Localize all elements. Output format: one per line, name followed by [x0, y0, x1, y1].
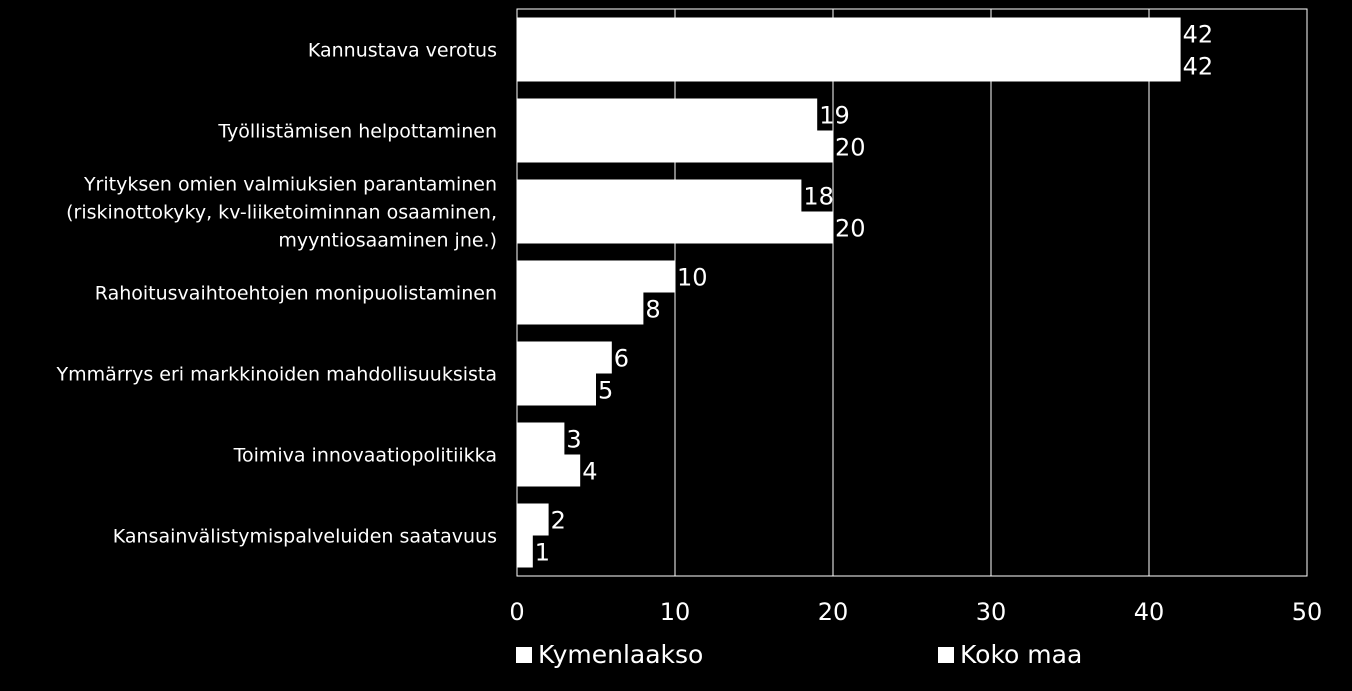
x-tick-label: 20 — [818, 598, 849, 626]
legend-swatch-series-1 — [516, 646, 532, 663]
legend-item-series-1: Kymenlaakso — [516, 640, 703, 669]
value-label-series-2: 4 — [582, 458, 597, 486]
category-labels: Kannustava verotus Työllistämisen helpott… — [56, 40, 497, 548]
value-label-series-2: 20 — [835, 215, 866, 243]
value-label-series-1: 19 — [819, 102, 850, 130]
bar-series-1 — [517, 98, 818, 131]
value-label-series-2: 20 — [835, 134, 866, 162]
value-label-series-2: 1 — [535, 539, 550, 567]
value-label-series-2: 42 — [1183, 53, 1214, 81]
x-tick-label: 40 — [1134, 598, 1165, 626]
category-label: Kannustava verotus — [308, 40, 497, 62]
category-label: Ymmärrys eri markkinoiden mahdollisuuksi… — [56, 364, 497, 386]
legend-label-series-2: Koko maa — [960, 640, 1083, 669]
x-tick-label: 50 — [1292, 598, 1323, 626]
bar-series-2 — [517, 49, 1181, 82]
bar-series-2 — [517, 373, 596, 406]
value-label-series-2: 8 — [645, 296, 660, 324]
x-tick-label: 30 — [976, 598, 1007, 626]
bar-series-1 — [517, 179, 802, 212]
category-label: myyntiosaaminen jne.) — [278, 230, 497, 252]
bar-series-2 — [517, 211, 833, 244]
legend-label-series-1: Kymenlaakso — [538, 640, 704, 669]
value-label-series-1: 10 — [677, 264, 708, 292]
bar-series-2 — [517, 535, 533, 568]
bar-series-1 — [517, 422, 565, 455]
category-label: Yrityksen omien valmiuksien parantaminen — [83, 174, 497, 196]
gridlines — [674, 9, 1150, 576]
value-label-series-1: 42 — [1183, 21, 1214, 49]
category-label: Rahoitusvaihtoehtojen monipuolistaminen — [95, 283, 497, 305]
bar-series-1 — [517, 341, 612, 374]
legend-swatch-series-2 — [938, 646, 954, 663]
x-tick-label: 10 — [660, 598, 691, 626]
bar-series-1 — [517, 503, 549, 536]
bar-series-2 — [517, 130, 833, 163]
bar-series-1 — [517, 260, 675, 293]
x-tick-label: 0 — [509, 598, 524, 626]
value-label-series-2: 5 — [598, 377, 613, 405]
category-label: (riskinottokyky, kv-liiketoiminnan osaam… — [66, 202, 497, 224]
value-label-series-1: 3 — [566, 426, 581, 454]
x-axis-tick-labels: 0 10 20 30 40 50 — [509, 598, 1322, 626]
legend-item-series-2: Koko maa — [938, 640, 1082, 669]
category-label: Kansainvälistymispalveluiden saatavuus — [113, 526, 497, 548]
value-label-series-1: 18 — [803, 183, 834, 211]
bar-series-2 — [517, 454, 581, 487]
bars — [517, 17, 1181, 568]
bar-series-1 — [517, 17, 1181, 50]
legend: Kymenlaakso Koko maa — [0, 640, 1352, 680]
category-label: Työllistämisen helpottaminen — [217, 121, 497, 143]
bar-series-2 — [517, 292, 644, 325]
value-label-series-1: 2 — [551, 507, 566, 535]
category-label: Toimiva innovaatiopolitiikka — [233, 445, 497, 467]
value-label-series-1: 6 — [614, 345, 629, 373]
